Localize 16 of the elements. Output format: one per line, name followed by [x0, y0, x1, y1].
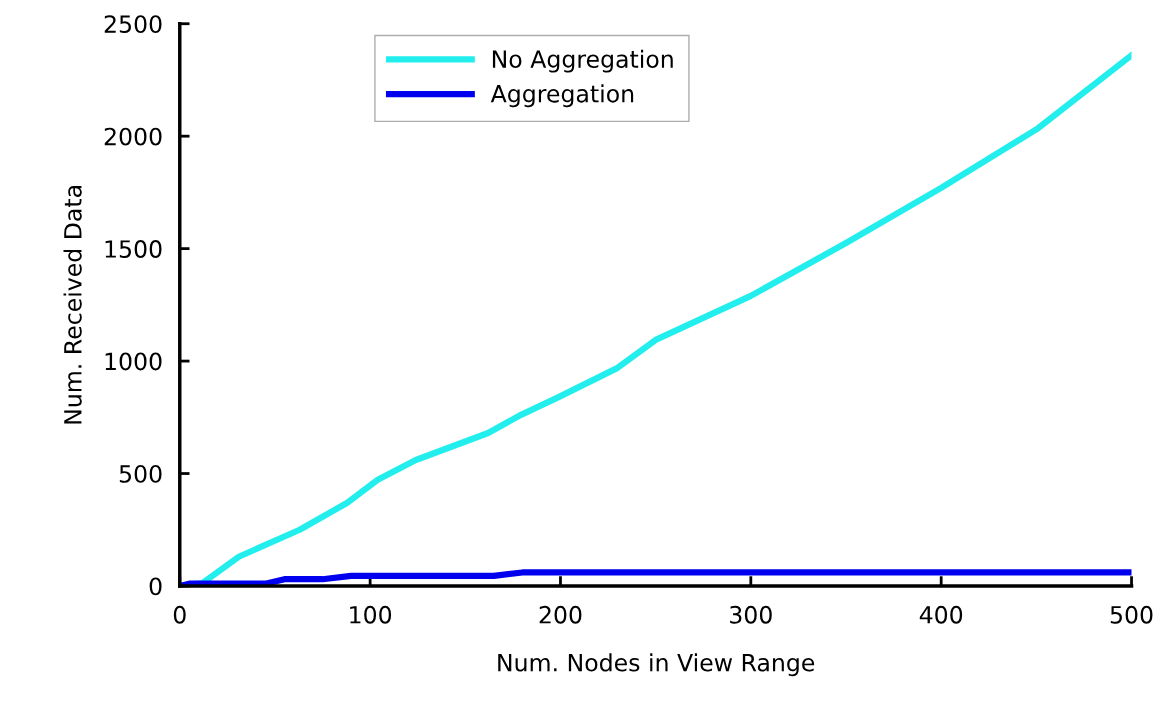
- legend-label: No Aggregation: [492, 49, 673, 73]
- y-tick-label: 2500: [104, 15, 162, 34]
- legend-label: Aggregation: [490, 84, 634, 108]
- x-tick-label: 300: [730, 605, 772, 624]
- y-tick-label: 1500: [105, 240, 162, 258]
- x-tick-label: 0: [173, 605, 186, 624]
- x-tick-label: 500: [1110, 605, 1153, 624]
- y-axis-title: Num. Received Data: [63, 186, 82, 424]
- y-tick-label: 1000: [105, 352, 162, 371]
- y-tick-label: 500: [119, 464, 162, 483]
- x-tick-label: 200: [539, 605, 582, 624]
- x-axis-title: Num. Nodes in View Range: [498, 653, 815, 677]
- x-tick-label: 100: [350, 605, 392, 624]
- y-tick-label: 0: [149, 577, 162, 596]
- y-tick-label: 2000: [104, 127, 162, 146]
- x-tick-label: 400: [919, 605, 963, 624]
